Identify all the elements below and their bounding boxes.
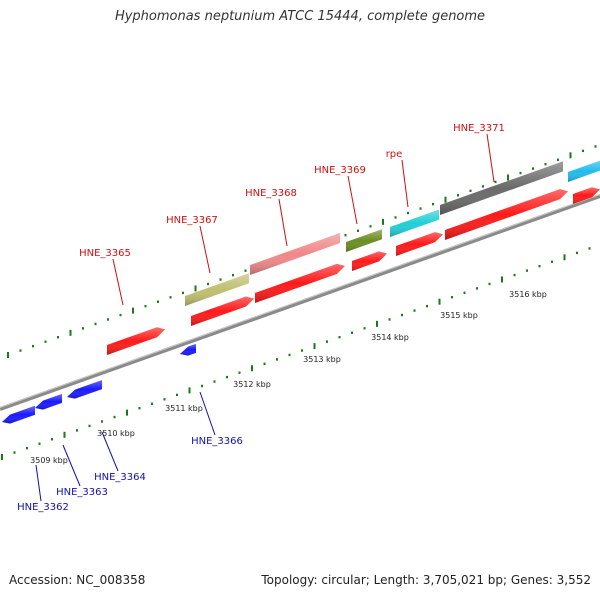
feature-hne-3368-block-shade <box>250 233 340 275</box>
feature-next-block-shade <box>568 160 600 182</box>
feature-hne-3369-arrow-shade <box>352 251 387 271</box>
scale-label: 3516 kbp <box>509 290 547 299</box>
leader-hne-3362 <box>35 464 42 502</box>
feature-next-arrow-shade <box>573 187 600 204</box>
feature-rpe-block-shade <box>390 209 439 237</box>
leader-hne-3363 <box>62 444 81 487</box>
leader-hne-3366 <box>199 391 216 436</box>
scale-label: 3515 kbp <box>440 311 478 320</box>
leader-hne-3365 <box>112 258 124 306</box>
gene-label-hne-3365: HNE_3365 <box>79 248 131 259</box>
gene-label-hne-3366: HNE_3366 <box>191 436 243 447</box>
feature-hne-3371-arrow-shade <box>445 189 568 240</box>
leader-rpe <box>401 159 409 208</box>
feature-hne-3369-block-shade <box>346 229 382 252</box>
scale-label: 3513 kbp <box>303 355 341 364</box>
feature-hne-3368-arrow-shade <box>255 263 345 303</box>
label-leader-lines <box>35 133 495 502</box>
gene-labels: HNE_3365 HNE_3367 HNE_3368 HNE_3369 rpe HNE_3… <box>17 123 505 513</box>
sequence-backbone <box>0 194 600 411</box>
gene-features <box>2 160 600 424</box>
leader-hne-3364 <box>101 431 119 472</box>
scale-label: 3509 kbp <box>30 456 68 465</box>
leader-hne-3368 <box>278 198 288 247</box>
feature-hne-3362-arrow-shade <box>2 405 35 424</box>
feature-hne-3371-block-shade <box>440 161 563 215</box>
gene-label-hne-3369: HNE_3369 <box>314 165 366 176</box>
feature-hne-3363-arrow-shade <box>35 393 62 410</box>
gene-label-hne-3371: HNE_3371 <box>453 123 505 134</box>
genome-summary-text: Topology: circular; Length: 3,705,021 bp… <box>261 573 591 587</box>
leader-hne-3369 <box>347 175 358 225</box>
feature-hne-3364-arrow-shade <box>67 380 102 399</box>
gene-label-rpe: rpe <box>386 149 403 160</box>
feature-hne-3366-arrow-shade <box>180 343 196 356</box>
feature-hne-3367-arrow-shade <box>191 296 254 326</box>
leader-hne-3367 <box>199 225 211 274</box>
leader-hne-3371 <box>486 133 495 183</box>
feature-rpe-arrow-shade <box>396 232 443 256</box>
feature-hne-3365-arrow-shade <box>107 327 165 355</box>
scale-labels: 3509 kbp 3510 kbp 3511 kbp 3512 kbp 3513 kbp… <box>30 290 547 465</box>
feature-hne-3367-block-shade <box>185 273 249 306</box>
gene-label-hne-3364: HNE_3364 <box>94 472 146 483</box>
backbone-highlight <box>0 194 600 408</box>
gene-label-hne-3362: HNE_3362 <box>17 502 69 513</box>
scale-label: 3510 kbp <box>97 429 135 438</box>
accession-text: Accession: NC_008358 <box>9 573 146 587</box>
gene-label-hne-3363: HNE_3363 <box>56 487 108 498</box>
gene-label-hne-3368: HNE_3368 <box>245 188 297 199</box>
scale-label: 3512 kbp <box>233 380 271 389</box>
diagram-title: Hyphomonas neptunium ATCC 15444, complet… <box>114 9 486 24</box>
scale-label: 3511 kbp <box>165 404 203 413</box>
gene-label-hne-3367: HNE_3367 <box>166 215 218 226</box>
backbone-line <box>0 194 600 411</box>
scale-label: 3514 kbp <box>371 333 409 342</box>
